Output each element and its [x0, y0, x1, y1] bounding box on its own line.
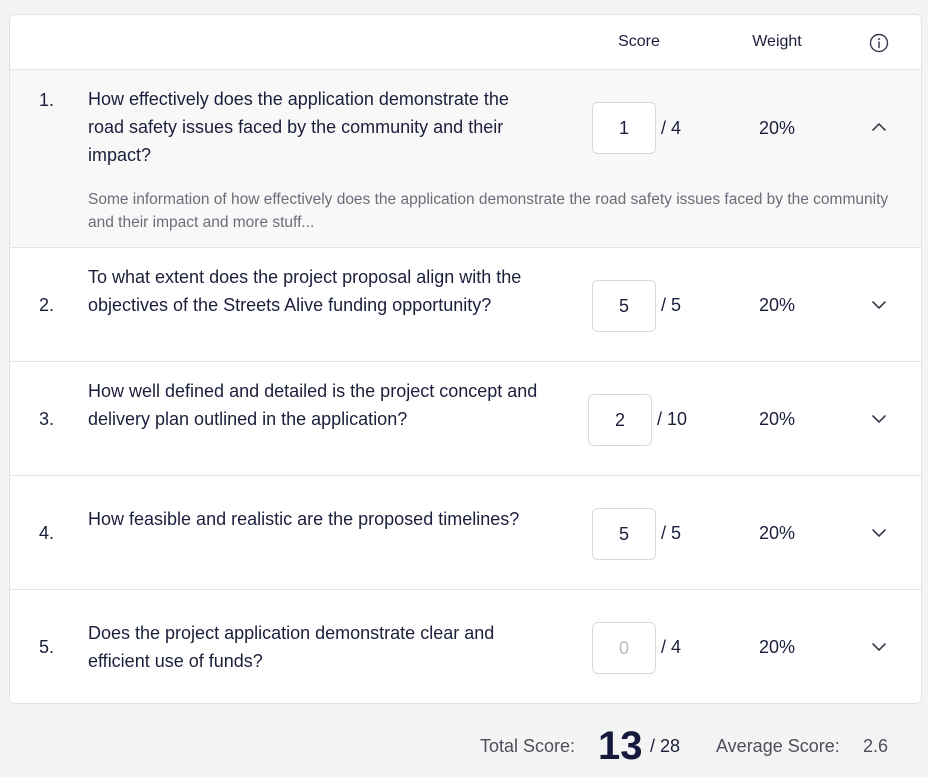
criterion-number: 1. — [39, 90, 55, 110]
chevron-down-icon[interactable] — [870, 638, 888, 656]
score-summary: Total Score: 13 / 28 Average Score: 2.6 — [0, 724, 928, 774]
score-input[interactable]: 0 — [592, 622, 656, 674]
criterion-question: Does the project application demonstrate… — [88, 623, 495, 671]
score-column-header: Score — [618, 33, 660, 50]
average-score-value: 2.6 — [863, 736, 889, 756]
criterion-number: 4. — [39, 523, 55, 543]
score-max: / 4 — [661, 637, 682, 657]
criterion-row[interactable]: 3. How well defined and detailed is the … — [10, 362, 921, 476]
score-input[interactable]: 1 — [592, 102, 656, 154]
score-input[interactable]: 5 — [592, 280, 656, 332]
criterion-description: Some information of how effectively does… — [88, 191, 889, 231]
criterion-row[interactable]: 2. To what extent does the project propo… — [10, 248, 921, 362]
criterion-number: 2. — [39, 295, 55, 315]
chevron-down-icon[interactable] — [870, 296, 888, 314]
score-max: / 5 — [661, 523, 682, 543]
criterion-weight: 20% — [758, 118, 796, 138]
criterion-weight: 20% — [758, 637, 796, 657]
criterion-row[interactable]: 4. How feasible and realistic are the pr… — [10, 476, 921, 590]
score-input[interactable]: 5 — [592, 508, 656, 560]
total-score-max: / 28 — [650, 736, 681, 756]
info-circle-icon[interactable] — [869, 33, 889, 53]
criterion-weight: 20% — [758, 295, 796, 315]
total-score-value: 13 — [598, 724, 643, 768]
criterion-weight: 20% — [758, 409, 796, 429]
criterion-question: How effectively does the application dem… — [88, 89, 509, 165]
criterion-number: 5. — [39, 637, 55, 657]
criterion-number: 3. — [39, 409, 55, 429]
criterion-row[interactable]: 5. Does the project application demonstr… — [10, 590, 921, 703]
criterion-question: How feasible and realistic are the propo… — [88, 509, 520, 529]
average-score-label: Average Score: — [716, 736, 840, 756]
scoring-card: Score Weight 1. How effectively does the… — [9, 14, 922, 704]
criterion-question: How well defined and detailed is the pro… — [88, 381, 538, 429]
score-max: / 5 — [661, 295, 682, 315]
criterion-weight: 20% — [758, 523, 796, 543]
weight-column-header: Weight — [752, 33, 802, 50]
chevron-up-icon[interactable] — [870, 118, 888, 136]
chevron-down-icon[interactable] — [870, 524, 888, 542]
score-max: / 10 — [657, 409, 688, 429]
total-score-label: Total Score: — [480, 736, 576, 756]
criterion-question: To what extent does the project proposal… — [88, 267, 522, 315]
score-max: / 4 — [661, 118, 682, 138]
score-input[interactable]: 2 — [588, 394, 652, 446]
criterion-row[interactable]: 1. How effectively does the application … — [10, 70, 921, 248]
chevron-down-icon[interactable] — [870, 410, 888, 428]
table-header: Score Weight — [10, 15, 921, 70]
